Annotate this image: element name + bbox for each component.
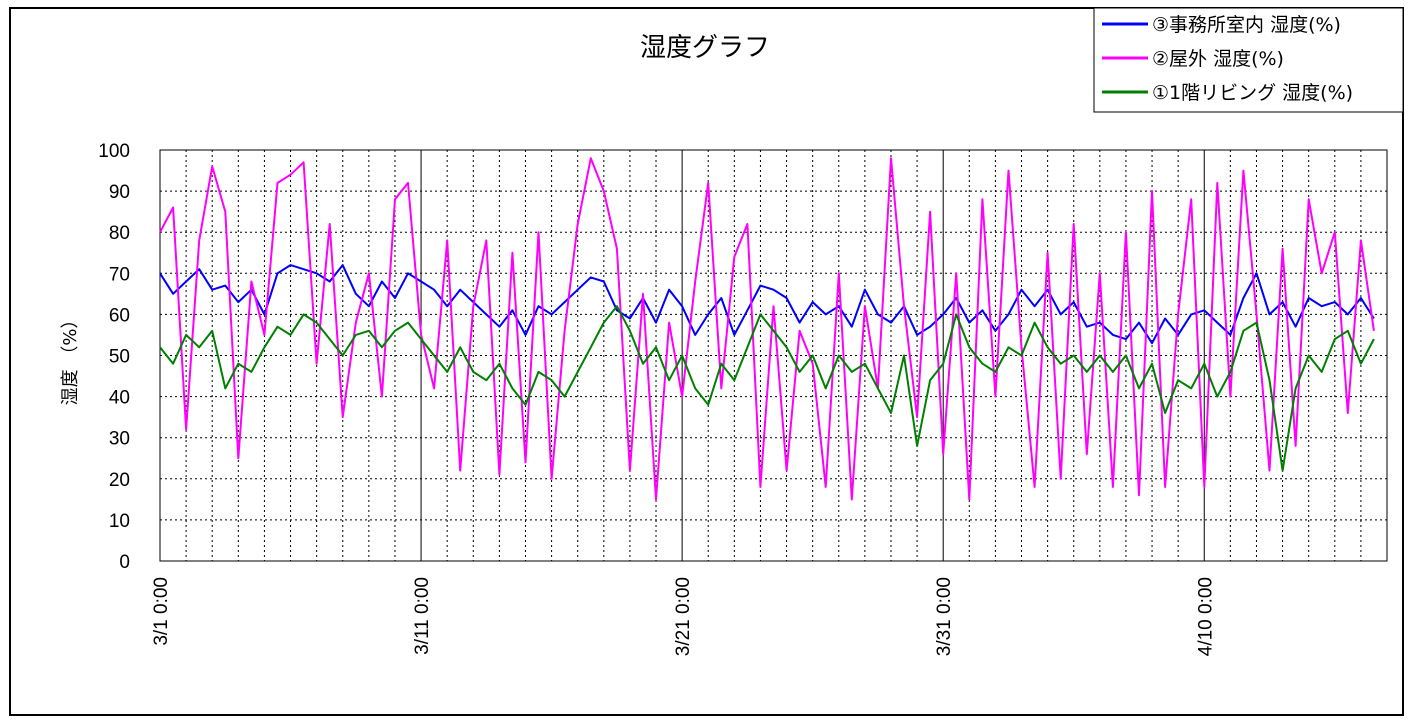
x-axis-ticks: 3/1 0:00 3/11 0:00 3/21 0:00 3/31 0:00 4/10 …: [151, 577, 1216, 656]
series-layer: [159, 157, 1375, 501]
y-tick-label: 0: [119, 552, 130, 573]
legend: ③事務所室内 湿度(%) ②屋外 湿度(%) ①1階リビング 湿度(%): [1093, 7, 1404, 113]
y-tick-label: 20: [109, 470, 130, 491]
y-tick-label: 10: [109, 511, 130, 532]
y-axis-label: 湿度 （%）: [60, 311, 81, 406]
y-tick-label: 80: [109, 223, 130, 244]
x-tick-label: 4/10 0:00: [1195, 577, 1216, 656]
y-tick-label: 90: [109, 182, 130, 203]
y-axis-ticks: 0 10 20 30 40 50 60 70 80 90 100: [98, 141, 130, 573]
y-tick-label: 70: [109, 264, 130, 285]
y-tick-label: 100: [98, 141, 130, 162]
x-tick-label: 3/11 0:00: [412, 577, 433, 655]
y-tick-label: 50: [109, 347, 130, 368]
chart-title: 湿度グラフ: [640, 33, 770, 63]
series-line-2: [159, 157, 1375, 501]
y-tick-label: 60: [109, 305, 130, 326]
y-tick-label: 40: [109, 388, 130, 409]
legend-label: ①1階リビング 湿度(%): [1152, 82, 1353, 104]
legend-label: ③事務所室内 湿度(%): [1152, 14, 1341, 36]
y-tick-label: 30: [109, 429, 130, 450]
legend-label: ②屋外 湿度(%): [1152, 48, 1284, 70]
x-tick-label: 3/1 0:00: [151, 577, 172, 646]
x-tick-label: 3/21 0:00: [673, 577, 694, 656]
series-line-3: [159, 305, 1375, 472]
x-tick-label: 3/31 0:00: [934, 577, 955, 656]
plot-area: [159, 149, 1388, 562]
